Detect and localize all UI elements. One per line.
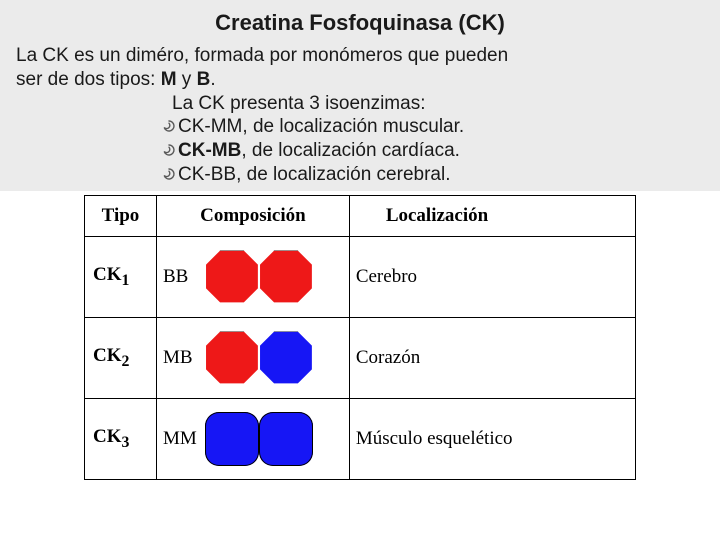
isoenzyme-name: CK-MB [178, 140, 241, 161]
col-composicion: Composición [156, 195, 349, 236]
col-tipo: Tipo [85, 195, 157, 236]
comp-shapes [205, 412, 313, 466]
tipo-label: CK [93, 345, 122, 366]
spiral-bullet-icon [162, 119, 176, 133]
comp-label: MM [163, 428, 199, 450]
monomer-shape-right [259, 250, 313, 304]
comp-shapes [205, 250, 313, 304]
monomer-shape-right [259, 331, 313, 385]
comp-inner: BB [163, 250, 349, 304]
cell-tipo: CK2 [85, 317, 157, 398]
comp-label: MB [163, 347, 199, 369]
isoenzyme-desc: , de localización cardíaca. [241, 140, 460, 161]
isoenzyme-desc: , de localización cerebral. [236, 164, 450, 185]
comp-shapes [205, 331, 313, 385]
comp-inner: MM [163, 412, 349, 466]
monomer-shape-left [205, 331, 259, 385]
cell-localizacion: Músculo esquelético [349, 398, 635, 479]
cell-localizacion: Corazón [349, 317, 635, 398]
isoenzyme-desc: , de localización muscular. [242, 116, 464, 137]
tipo-label: CK [93, 426, 122, 447]
intro-text: La CK es un diméro, formada por monómero… [12, 44, 708, 92]
monomer-shape-left [205, 250, 259, 304]
spiral-bullet-icon [162, 167, 176, 181]
tipo-subscript: 2 [122, 352, 130, 369]
cell-tipo: CK3 [85, 398, 157, 479]
cell-tipo: CK1 [85, 236, 157, 317]
slide-root: Creatina Fosfoquinasa (CK) La CK es un d… [0, 0, 720, 540]
comp-label: BB [163, 266, 199, 288]
isoenzyme-table-wrap: Tipo Composición Localización CK1BBCereb… [84, 195, 636, 480]
isoenzyme-line: CK-BB, de localización cerebral. [12, 163, 708, 187]
table-row: CK2 MB Corazón [85, 317, 636, 398]
cell-composicion: MM [156, 398, 349, 479]
intro-period: . [210, 69, 215, 90]
cell-composicion: BB [156, 236, 349, 317]
intro-and: y [177, 69, 197, 90]
intro-line-1: La CK es un diméro, formada por monómero… [16, 45, 508, 66]
col-localizacion: Localización [349, 195, 635, 236]
isoenzyme-name: CK-MM [178, 116, 242, 137]
tipo-subscript: 3 [122, 433, 130, 450]
table-row: CK3 MM Músculo esquelético [85, 398, 636, 479]
isoenzymes-block: La CK presenta 3 isoenzimas: CK-MM, de l… [12, 92, 708, 187]
tipo-subscript: 1 [122, 271, 130, 288]
isoenzyme-name: CK-BB [178, 164, 236, 185]
monomer-m: M [161, 69, 177, 90]
monomer-shape-left [205, 412, 259, 466]
comp-inner: MB [163, 331, 349, 385]
spiral-bullet-icon [162, 143, 176, 157]
isoenzymes-heading: La CK presenta 3 isoenzimas: [12, 92, 708, 116]
cell-composicion: MB [156, 317, 349, 398]
tipo-label: CK [93, 264, 122, 285]
monomer-shape-right [259, 412, 313, 466]
intro-line-2a: ser de dos tipos: [16, 69, 161, 90]
table-header-row: Tipo Composición Localización [85, 195, 636, 236]
header-region: Creatina Fosfoquinasa (CK) La CK es un d… [0, 0, 720, 191]
monomer-b: B [197, 69, 211, 90]
cell-localizacion: Cerebro [349, 236, 635, 317]
page-title: Creatina Fosfoquinasa (CK) [12, 6, 708, 44]
table-row: CK1 BB Cerebro [85, 236, 636, 317]
isoenzyme-line: CK-MM, de localización muscular. [12, 115, 708, 139]
isoenzyme-line: CK-MB, de localización cardíaca. [12, 139, 708, 163]
isoenzyme-table: Tipo Composición Localización CK1BBCereb… [84, 195, 636, 480]
